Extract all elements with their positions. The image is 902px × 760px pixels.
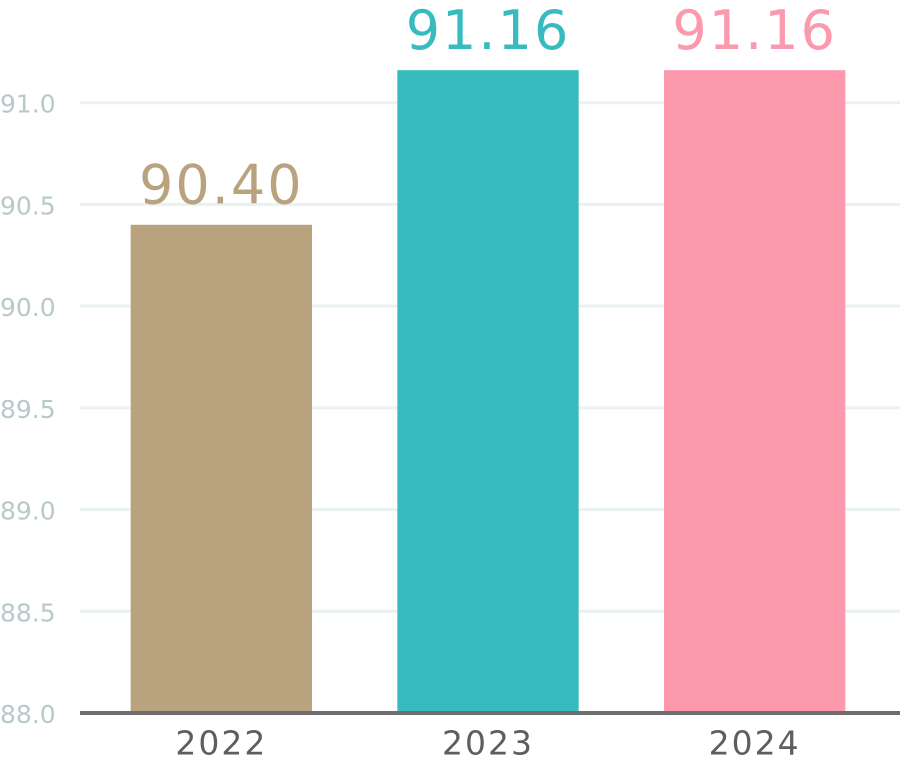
value-label: 91.16 xyxy=(672,0,837,62)
value-label: 91.16 xyxy=(406,0,571,62)
y-tick-label: 90.0 xyxy=(0,293,56,322)
x-tick-label: 2022 xyxy=(175,724,267,760)
x-tick-label: 2023 xyxy=(442,724,534,760)
y-tick-label: 88.5 xyxy=(0,598,56,627)
y-tick-label: 89.5 xyxy=(0,395,56,424)
bar xyxy=(664,70,846,713)
bar xyxy=(397,70,579,713)
y-tick-label: 88.0 xyxy=(0,700,56,729)
y-tick-label: 91.0 xyxy=(0,90,56,119)
value-label: 90.40 xyxy=(139,153,304,216)
bar xyxy=(130,224,312,713)
x-tick-label: 2024 xyxy=(709,724,801,760)
y-tick-label: 89.0 xyxy=(0,497,56,526)
y-tick-label: 90.5 xyxy=(0,191,56,220)
